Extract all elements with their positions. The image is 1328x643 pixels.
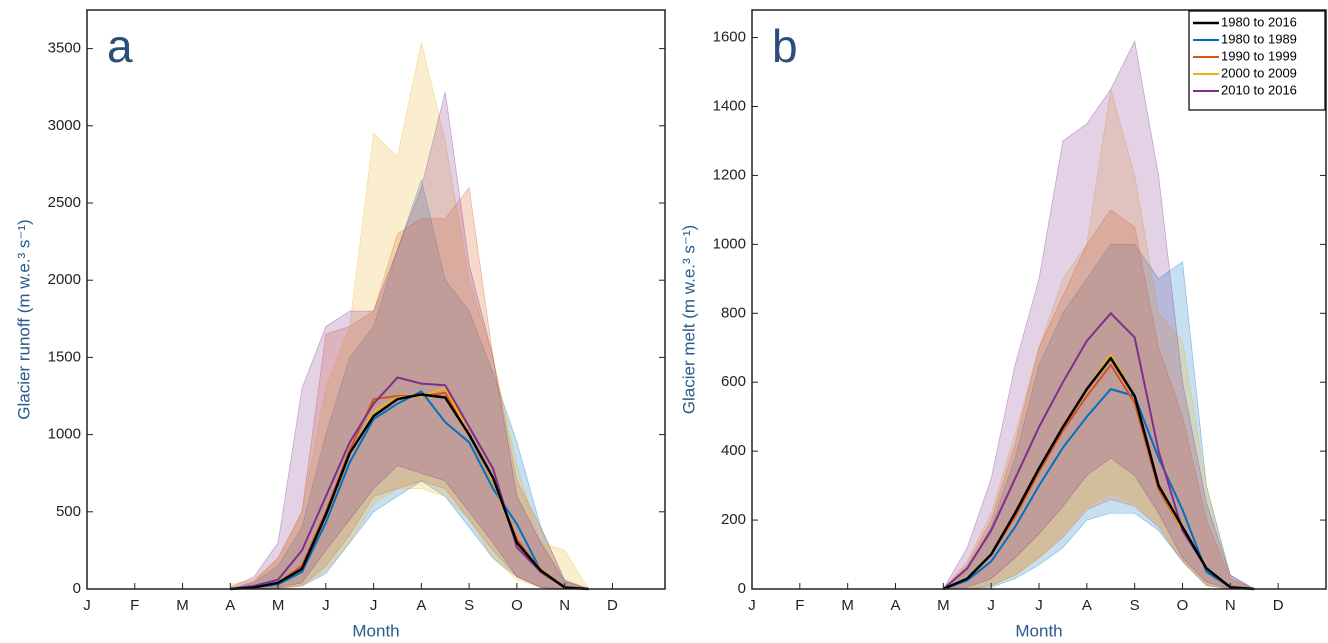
x-tick-label: A [416,597,426,614]
x-axis-title: Month [1015,621,1062,640]
legend-label: 1980 to 1989 [1221,31,1297,46]
x-tick-label: J [748,597,756,614]
y-tick-label: 1000 [713,235,746,252]
x-tick-label: D [1273,597,1284,614]
panel-label: b [772,20,798,72]
x-tick-label: J [987,597,995,614]
x-tick-label: F [795,597,804,614]
x-tick-label: S [1130,597,1140,614]
legend-box [1188,10,1326,111]
y-tick-label: 600 [721,373,746,390]
legend-label: 1980 to 2016 [1221,14,1297,29]
y-axis-title: Glacier runoff (m w.e.³ s⁻¹) [14,219,33,419]
series-line [942,356,1255,591]
x-tick-label: M [272,597,285,614]
series-line [230,376,589,590]
x-tick-label: A [1082,597,1092,614]
y-tick-label: 800 [721,304,746,321]
y-tick-label: 2500 [48,194,81,211]
y-tick-label: 1200 [713,166,746,183]
legend-label: 1990 to 1999 [1221,48,1297,63]
x-tick-label: J [83,597,91,614]
x-tick-label: J [370,597,378,614]
x-tick-label: D [607,597,618,614]
x-tick-label: J [1035,597,1043,614]
x-tick-label: A [890,597,900,614]
x-tick-label: N [1225,597,1236,614]
x-tick-label: S [464,597,474,614]
x-tick-label: J [322,597,330,614]
x-tick-label: N [559,597,570,614]
legend-label: 2010 to 2016 [1221,82,1297,97]
x-tick-label: M [937,597,950,614]
y-tick-label: 500 [56,503,81,520]
x-tick-label: O [511,597,523,614]
y-tick-label: 200 [721,511,746,528]
y-tick-label: 2000 [48,271,81,288]
y-tick-label: 0 [738,580,746,597]
y-tick-label: 3000 [48,117,81,134]
y-tick-label: 3500 [48,40,81,57]
y-tick-label: 1000 [48,426,81,443]
x-tick-label: M [841,597,854,614]
x-tick-label: A [225,597,235,614]
x-tick-label: O [1177,597,1189,614]
legend-label: 2000 to 2009 [1221,65,1297,80]
y-axis-title: Glacier melt (m w.e.³ s⁻¹) [679,225,698,414]
y-tick-label: 1400 [713,97,746,114]
y-tick-label: 1600 [713,29,746,46]
panel-label: a [107,20,133,72]
x-axis-title: Month [352,621,399,640]
series-line [230,393,589,591]
y-tick-label: 1500 [48,348,81,365]
plot-frame [86,9,666,590]
x-tick-label: M [176,597,189,614]
x-tick-label: F [130,597,139,614]
y-tick-label: 0 [73,580,81,597]
y-tick-label: 400 [721,442,746,459]
